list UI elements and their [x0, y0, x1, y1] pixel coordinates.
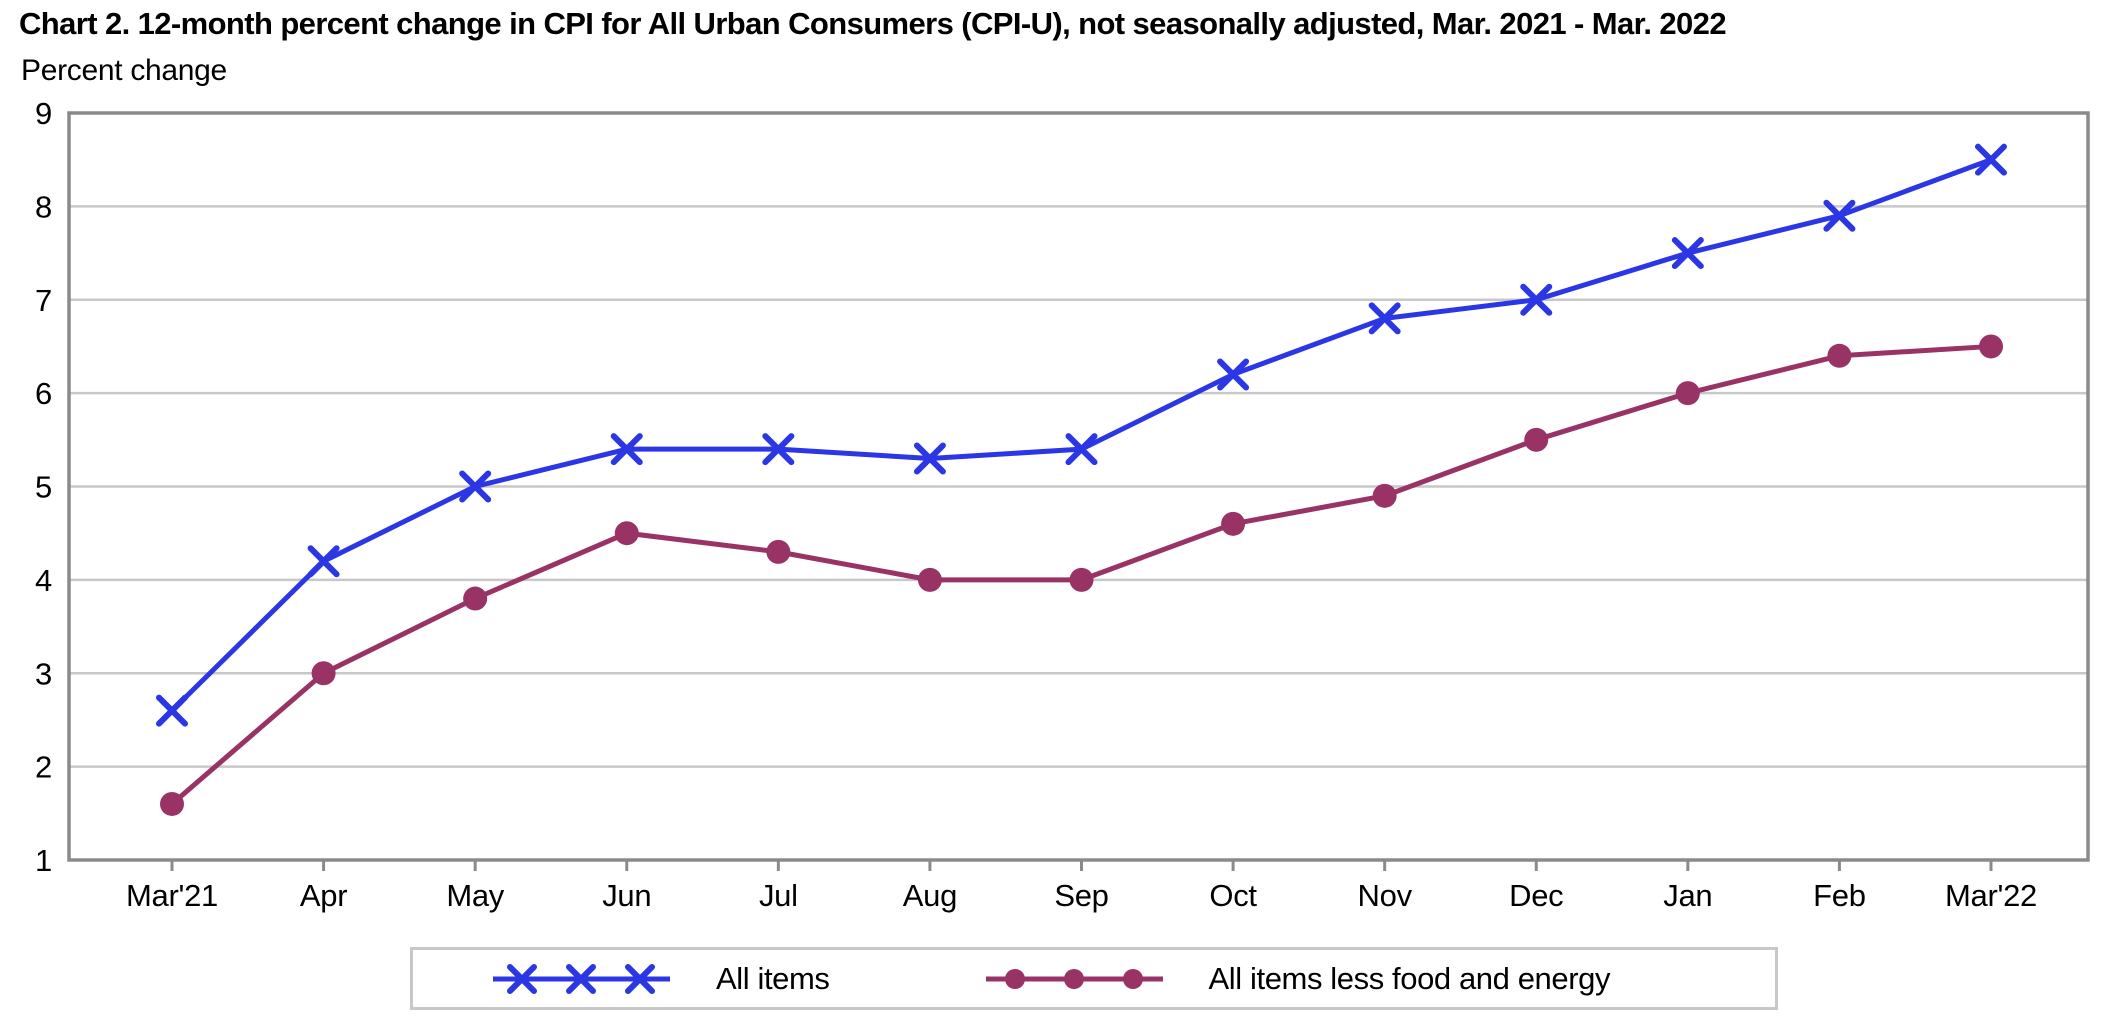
- svg-text:May: May: [446, 878, 504, 913]
- svg-text:Sep: Sep: [1054, 878, 1108, 913]
- svg-text:Feb: Feb: [1813, 878, 1866, 913]
- svg-text:6: 6: [35, 376, 52, 411]
- legend-label-core: All items less food and energy: [1208, 960, 1611, 996]
- legend-item-all-items: All items: [489, 957, 830, 1001]
- legend-item-core: All items less food and energy: [982, 957, 1611, 1001]
- svg-text:Oct: Oct: [1209, 878, 1257, 913]
- svg-text:Nov: Nov: [1358, 878, 1413, 913]
- all-items-series-swatch-icon: [493, 963, 670, 994]
- svg-text:Aug: Aug: [903, 878, 957, 913]
- svg-text:Jul: Jul: [759, 878, 798, 913]
- svg-text:Apr: Apr: [300, 878, 347, 913]
- svg-text:8: 8: [35, 189, 52, 224]
- svg-text:3: 3: [35, 656, 52, 691]
- core-series-swatch-icon: [985, 968, 1163, 989]
- y-axis-unit-label: Percent change: [21, 54, 227, 87]
- svg-text:2: 2: [35, 750, 52, 785]
- svg-text:Mar'22: Mar'22: [1945, 878, 2037, 913]
- svg-text:4: 4: [35, 563, 52, 598]
- svg-text:7: 7: [35, 283, 52, 318]
- svg-text:1: 1: [35, 843, 52, 878]
- legend-label-all-items: All items: [716, 960, 830, 996]
- svg-text:Jun: Jun: [602, 878, 651, 913]
- svg-text:Jan: Jan: [1663, 878, 1712, 913]
- chart-legend: All items All items less food and energy: [410, 947, 1778, 1010]
- chart-title: Chart 2. 12-month percent change in CPI …: [19, 6, 1727, 41]
- svg-text:5: 5: [35, 470, 52, 505]
- line-chart-plot-area: Mar'21 Apr May Jun Jul Aug Sep Oct Nov Dec Jan Feb M…: [35, 96, 2090, 913]
- svg-text:Dec: Dec: [1509, 878, 1563, 913]
- svg-text:9: 9: [35, 96, 52, 131]
- svg-text:Mar'21: Mar'21: [126, 878, 218, 913]
